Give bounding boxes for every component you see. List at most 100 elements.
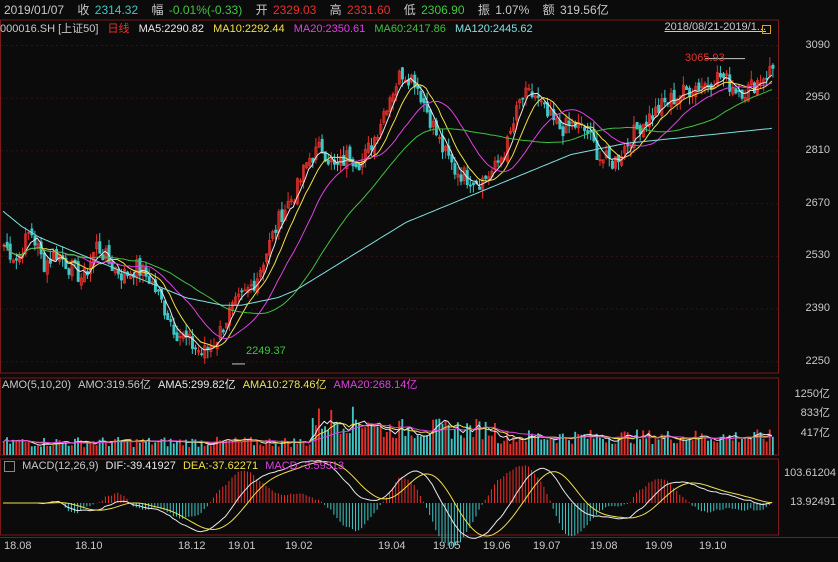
amo-bar: [58, 440, 61, 455]
candle-body: [638, 125, 642, 135]
amo-bar: [685, 440, 688, 455]
candle-body: [305, 162, 309, 169]
candle-body: [444, 145, 448, 151]
candle-body: [228, 307, 231, 326]
amplitude-value: 1.07%: [495, 3, 530, 17]
candle-body: [55, 249, 59, 260]
amo-bar: [493, 423, 496, 455]
amo-bar: [148, 437, 150, 455]
macd-legend: MACD(12,26,9) DIF:-39.41927 DEA:-37.6227…: [0, 458, 344, 474]
amo-bar: [416, 435, 419, 455]
amo-bar: [200, 440, 203, 455]
candle-body: [169, 319, 173, 322]
candle-body: [123, 268, 126, 284]
amo-bar: [438, 418, 441, 455]
amo-bar: [432, 419, 435, 455]
amo-bar: [632, 443, 635, 455]
amo-bar: [324, 426, 327, 455]
amo-bar: [43, 437, 45, 455]
amo-bar: [228, 440, 231, 455]
amo-bar: [92, 441, 95, 455]
amo-bar: [561, 433, 564, 455]
amo-bar: [629, 442, 632, 455]
ama20-line: [2, 423, 772, 444]
candle-body: [24, 233, 28, 255]
amo-bar: [111, 442, 113, 455]
macd-toggle-icon[interactable]: [4, 460, 15, 472]
amo-bar: [500, 443, 503, 455]
amo-bar: [262, 446, 265, 455]
change-value: -0.01%(-0.33): [168, 3, 243, 17]
candle-body: [509, 130, 512, 134]
amo-bar: [728, 434, 731, 455]
amo-bar: [626, 432, 629, 455]
amo-bar: [598, 437, 601, 455]
candle-body: [289, 199, 293, 203]
candle-body: [731, 88, 735, 95]
candle-body: [110, 261, 114, 271]
candle-body: [326, 159, 330, 165]
candle-body: [138, 258, 142, 276]
amo-bar: [453, 429, 456, 455]
candle-body: [175, 332, 179, 342]
amo-bar: [602, 438, 604, 455]
amo-bar: [771, 436, 774, 455]
amo-bar: [55, 439, 58, 455]
amo-bar: [444, 420, 447, 455]
amo-bar: [376, 426, 379, 455]
amo-bar: [18, 439, 21, 455]
amo-bar: [481, 439, 484, 455]
high-label: 高: [329, 3, 342, 17]
candle-body: [178, 335, 182, 338]
candle-body: [620, 156, 624, 166]
amo-bar: [191, 438, 194, 455]
candle-body: [295, 178, 299, 205]
amo-bar: [3, 442, 5, 455]
amo-bar: [456, 422, 459, 455]
symbol-label[interactable]: 000016.SH [上证50]: [0, 23, 99, 35]
amo-bar: [605, 442, 608, 455]
candle-body: [521, 97, 525, 100]
time-axis-label: 19.02: [285, 540, 313, 552]
amo-bar: [490, 435, 493, 455]
amo-bar: [74, 438, 76, 455]
period-label[interactable]: 日线: [107, 23, 130, 35]
amo-bar: [287, 442, 289, 455]
amo-bar: [290, 446, 293, 455]
amo-bar: [9, 443, 12, 455]
low-label: 低: [403, 3, 416, 17]
amo-bar: [367, 422, 370, 455]
amo-bar: [123, 442, 126, 455]
candle-body: [552, 109, 556, 121]
amo-bar: [274, 444, 277, 455]
amo-panel: [2, 406, 774, 455]
amo-bar: [666, 431, 669, 455]
candle-body: [632, 124, 636, 148]
date-range-selector[interactable]: 2018/08/21-2019/1...: [664, 21, 766, 33]
amo-legend: AMO(5,10,20) AMO:319.56亿 AMA5:299.82亿 AM…: [0, 377, 417, 393]
candle-body: [431, 120, 435, 128]
amo-bar: [747, 437, 750, 455]
amo-bar: [577, 433, 580, 455]
amo-bar: [321, 428, 323, 455]
open-value: 2329.03: [272, 3, 317, 17]
candle-body: [113, 266, 117, 273]
candle-body: [184, 330, 188, 338]
amo-bar: [225, 439, 228, 455]
lock-icon[interactable]: [762, 25, 771, 34]
candle-body: [654, 106, 658, 117]
candle-body: [299, 180, 303, 183]
candle-body: [610, 160, 614, 169]
candle-body: [672, 89, 676, 105]
candle-body: [218, 326, 222, 340]
candle-body: [265, 253, 269, 263]
amo-bar: [639, 439, 641, 455]
candle-body: [376, 136, 380, 141]
ama20-value: AMA20:268.14亿: [333, 379, 418, 391]
amo-bar: [336, 423, 339, 455]
candle-body: [719, 73, 722, 78]
amo-bar: [98, 439, 101, 455]
amo-bar: [182, 445, 184, 455]
candle-body: [644, 121, 648, 126]
